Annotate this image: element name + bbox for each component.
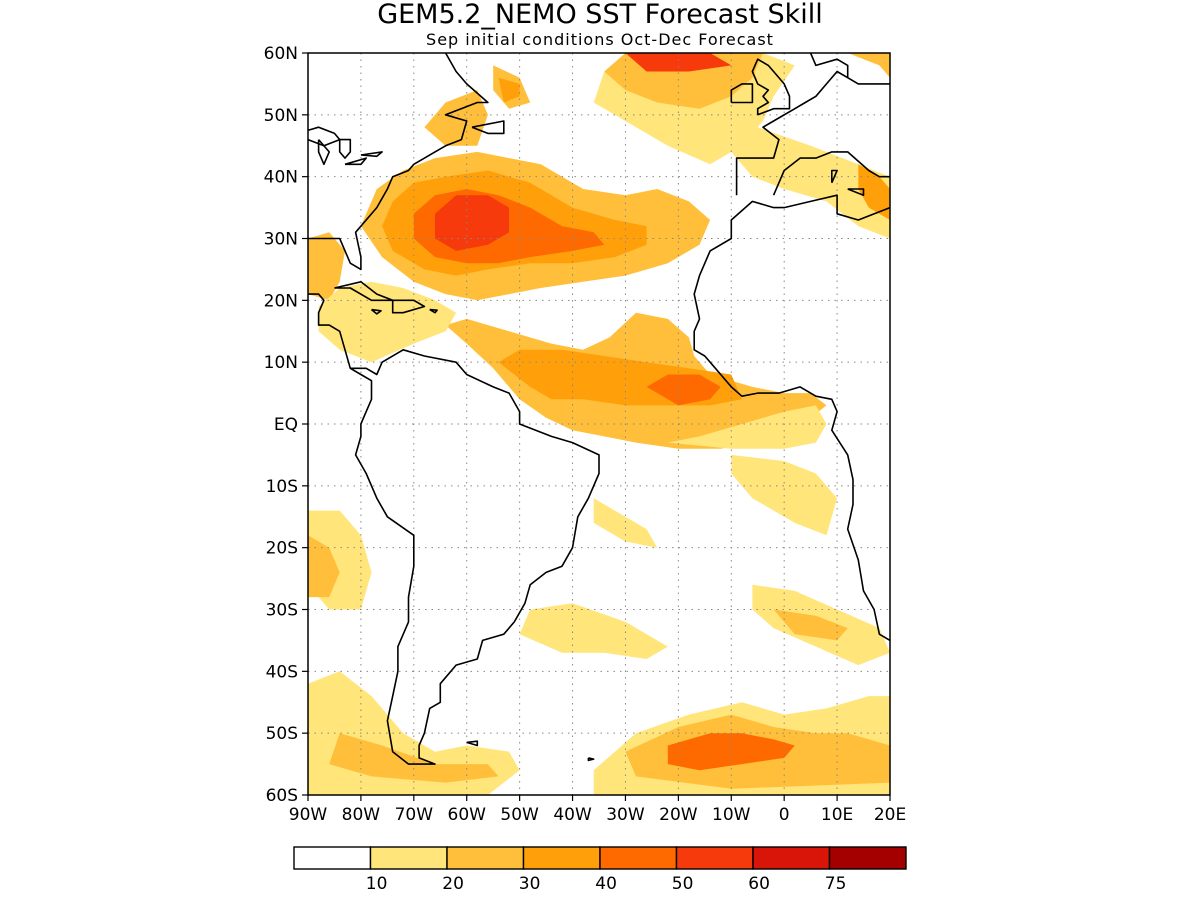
coastline-2 xyxy=(693,194,890,642)
lon-tick-label: 20W xyxy=(659,805,698,825)
skill-region-28 xyxy=(731,127,890,239)
colorbar-swatch xyxy=(752,846,831,870)
lon-tick-label: 50W xyxy=(500,805,539,825)
lon-tick-label: 0 xyxy=(779,805,790,825)
skill-region-17 xyxy=(308,535,340,598)
colorbar-swatch xyxy=(828,846,907,870)
coastline-8 xyxy=(391,299,426,314)
coastline-4 xyxy=(772,151,890,196)
skill-region-29 xyxy=(858,164,890,220)
lat-tick-label: 50S xyxy=(266,724,298,744)
skill-region-1 xyxy=(667,405,827,449)
lon-tick-label: 70W xyxy=(395,805,434,825)
colorbar-swatch xyxy=(446,846,525,870)
colorbar-swatch xyxy=(675,846,754,870)
lon-tick-label: 60W xyxy=(448,805,487,825)
coastline-6 xyxy=(730,83,754,104)
lat-tick-label: 50N xyxy=(264,106,298,126)
lat-tick-label: 30S xyxy=(266,601,298,621)
colorbar-swatch xyxy=(522,846,601,870)
skill-region-24 xyxy=(773,609,848,641)
figure-title: GEM5.2_NEMO SST Forecast Skill xyxy=(377,0,823,30)
map-panel: 60N 50N 40N 30N 20N 10N EQ 10S 20S 30S 40S 50S 60S90… xyxy=(264,44,907,825)
skill-region-12 xyxy=(625,53,732,72)
lat-tick-label: 10S xyxy=(266,477,298,497)
colorbar-label: 20 xyxy=(442,874,464,894)
lat-tick-label: 20N xyxy=(264,291,298,311)
lon-tick-label: 40W xyxy=(553,805,592,825)
coastline-21 xyxy=(809,53,849,78)
coastline-14 xyxy=(344,157,367,166)
coastline-1 xyxy=(308,293,600,765)
figure-subtitle: Sep initial conditions Oct-Dec Forecast xyxy=(426,30,774,49)
colorbar-swatch xyxy=(293,846,372,870)
lat-tick-label: 30N xyxy=(264,230,298,250)
coastline-9 xyxy=(370,308,382,315)
coastline-12 xyxy=(317,139,330,166)
coastline-17 xyxy=(466,740,479,747)
lat-tick-label: 40N xyxy=(264,168,298,188)
skill-region-25 xyxy=(519,603,668,659)
skill-region-3 xyxy=(646,374,721,406)
lat-tick-label: 10N xyxy=(264,353,298,373)
coastline-3 xyxy=(735,70,890,196)
coastlines xyxy=(308,53,890,765)
coastline-0 xyxy=(308,53,489,271)
colorbar-label: 10 xyxy=(366,874,388,894)
coastline-13 xyxy=(338,138,352,159)
colorbar-swatch xyxy=(599,846,678,870)
colorbar-label: 40 xyxy=(595,874,617,894)
colorbar-label: 50 xyxy=(672,874,694,894)
skill-region-19 xyxy=(329,733,499,783)
colorbar-label: 30 xyxy=(519,874,541,894)
colorbar-label: 60 xyxy=(748,874,770,894)
lon-tick-label: 90W xyxy=(289,805,328,825)
coastline-19 xyxy=(831,169,838,184)
skill-region-22 xyxy=(667,733,795,771)
skill-region-8 xyxy=(308,232,345,301)
map-ticks: 60N 50N 40N 30N 20N 10N EQ 10S 20S 30S 40S 50S 60S90… xyxy=(264,44,907,825)
coastline-15 xyxy=(360,151,383,158)
skill-region-9 xyxy=(318,281,457,363)
colorbar: 10 20 30 40 50 60 75 xyxy=(293,846,907,894)
colorbar-swatch xyxy=(369,846,448,870)
skill-region-15 xyxy=(498,77,520,103)
coastline-16 xyxy=(471,120,505,135)
lon-tick-label: 10E xyxy=(821,805,853,825)
lon-tick-label: 80W xyxy=(342,805,381,825)
coastline-5 xyxy=(751,58,791,116)
lat-tick-label: 60N xyxy=(264,44,298,64)
skill-region-30 xyxy=(847,53,890,78)
colorbar-label: 75 xyxy=(825,874,847,894)
coastline-10 xyxy=(429,308,438,314)
lat-tick-label: 60S xyxy=(266,786,298,806)
lat-tick-label: EQ xyxy=(274,415,298,435)
skill-region-26 xyxy=(593,498,658,548)
lon-tick-label: 20E xyxy=(874,805,906,825)
skill-region-7 xyxy=(435,195,510,251)
coastline-20 xyxy=(847,188,865,196)
lat-tick-label: 40S xyxy=(266,662,298,682)
lon-tick-label: 10W xyxy=(712,805,751,825)
lat-tick-label: 20S xyxy=(266,539,298,559)
skill-shading xyxy=(308,53,890,795)
lon-tick-label: 30W xyxy=(606,805,645,825)
coastline-18 xyxy=(587,757,595,762)
